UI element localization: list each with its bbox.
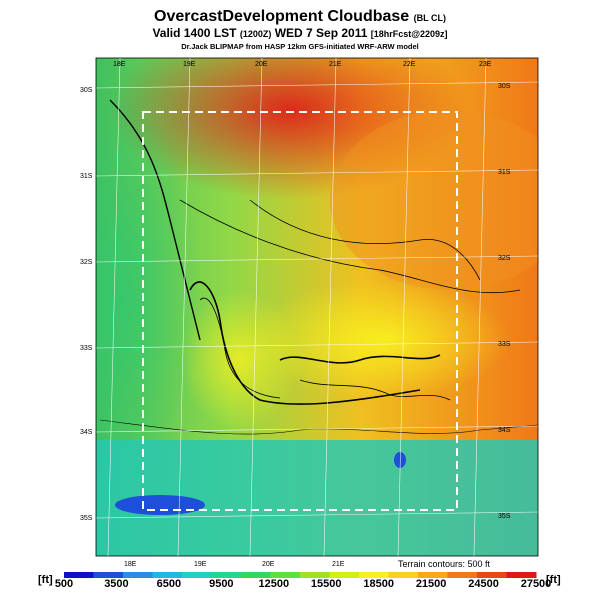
lat-label-left: 30S (80, 87, 93, 94)
parallel-line (95, 81, 539, 89)
colorbar-label: 15500 (310, 578, 342, 590)
terrain-note: Terrain contours: 500 ft (398, 559, 491, 569)
colorbar-swatch (241, 572, 271, 578)
lon-label-bottom: 20E (262, 561, 275, 568)
colorbar-swatch (152, 572, 183, 578)
lat-label-right: 33S (498, 341, 511, 348)
colorbar-swatch (64, 572, 94, 578)
parallel-line (95, 169, 539, 177)
valid-time: Valid 1400 LST (1200Z) WED 7 Sep 2011 [1… (152, 26, 448, 40)
colorbar-label: 9500 (209, 578, 234, 590)
colorbar-swatch (93, 572, 124, 578)
lon-label-top: 21E (329, 61, 342, 68)
colorbar-swatch (329, 572, 360, 578)
colorbar-swatch (270, 572, 301, 578)
colorbar-label: 6500 (156, 578, 182, 590)
colorbar-unit-left: [ft] (38, 574, 53, 586)
parallel-line (95, 425, 539, 433)
colorbar-swatch (300, 572, 330, 578)
parallel-line (95, 255, 539, 263)
lon-label-top: 20E (255, 61, 268, 68)
lat-label-left: 33S (80, 345, 93, 352)
low-cloudbase-patch (115, 495, 205, 515)
colorbar-label: 27500 (520, 578, 552, 590)
parallel-line (95, 511, 539, 519)
lon-label-top: 18E (113, 61, 126, 68)
colorbar-swatch (211, 572, 242, 578)
colorbar-label: 500 (54, 578, 74, 590)
colorbar-swatch (123, 572, 153, 578)
colorbar-label: 21500 (415, 578, 447, 590)
lat-label-right: 31S (498, 169, 511, 176)
lat-lon-grid (95, 57, 539, 557)
lon-label-top: 23E (479, 61, 492, 68)
colorbar (64, 572, 537, 578)
colorbar-label: 18500 (363, 578, 394, 590)
lat-label-right: 35S (498, 513, 511, 520)
colorbar-label: 24500 (468, 578, 499, 590)
map-frame (95, 57, 539, 557)
lat-label-right: 30S (498, 83, 511, 90)
colorbar-swatch (477, 572, 507, 578)
colorbar-unit-right: [ft] (546, 574, 561, 586)
domain-box (142, 111, 458, 511)
lat-label-left: 34S (80, 429, 93, 436)
lat-label-left: 32S (80, 259, 93, 266)
model-credit: Dr.Jack BLIPMAP from HASP 12km GFS-initi… (181, 42, 419, 51)
colorbar-swatch (359, 572, 389, 578)
lon-label-bottom: 18E (124, 561, 137, 568)
colorbar-swatch (447, 572, 478, 578)
colorbar-label: 12500 (258, 578, 290, 590)
lon-label-bottom: 19E (194, 561, 207, 568)
meridian-line (177, 57, 191, 557)
parallel-line (95, 341, 539, 349)
colorbar-swatch (182, 572, 212, 578)
lat-label-left: 35S (80, 515, 93, 522)
lat-label-left: 31S (80, 173, 93, 180)
lon-label-bottom: 21E (332, 561, 345, 568)
meridian-line (473, 57, 487, 557)
colorbar-swatch (506, 572, 537, 578)
colorbar-swatch (388, 572, 419, 578)
lon-label-top: 19E (183, 61, 196, 68)
lat-label-right: 32S (498, 255, 511, 262)
meridian-line (249, 57, 263, 557)
lon-label-top: 22E (403, 61, 416, 68)
colorbar-swatch (418, 572, 448, 578)
meridian-line (397, 57, 411, 557)
colorbar-label: 3500 (104, 578, 129, 590)
lat-label-right: 34S (498, 427, 511, 434)
meridian-line (323, 57, 337, 557)
map-title: OvercastDevelopment Cloudbase (BL CL) (154, 8, 446, 25)
meridian-line (107, 57, 121, 557)
